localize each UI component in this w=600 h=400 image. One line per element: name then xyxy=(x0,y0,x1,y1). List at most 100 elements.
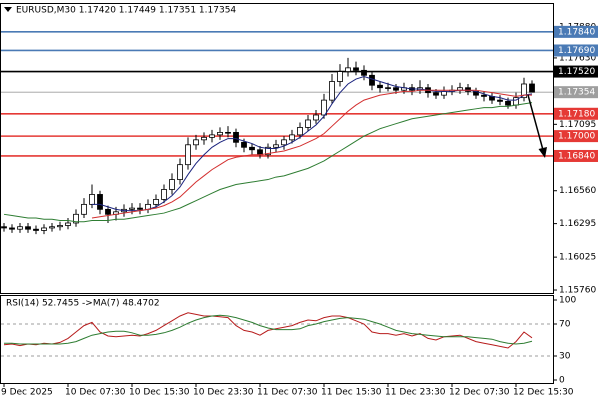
level-label-box xyxy=(554,149,598,162)
x-tick-label: 10 Dec 07:30 xyxy=(65,388,126,398)
candle-body xyxy=(377,84,383,89)
candle-body xyxy=(321,99,327,116)
y-tick-label: 100 xyxy=(559,296,576,306)
candle-body xyxy=(49,226,55,229)
candle-body xyxy=(529,83,535,93)
candle-body xyxy=(433,92,439,96)
level-label: 1.17000 xyxy=(558,132,595,142)
y-tick-label: 1.15760 xyxy=(559,286,596,296)
candle-body xyxy=(89,194,95,205)
candle-body xyxy=(177,164,183,180)
candle-body xyxy=(329,81,335,101)
x-tick-label: 11 Dec 15:30 xyxy=(321,388,382,398)
y-tick-label: 1.17630 xyxy=(559,53,596,63)
candle-body xyxy=(241,141,247,148)
candle-body xyxy=(233,131,239,143)
candle-body xyxy=(497,99,503,102)
candle-body xyxy=(505,100,511,106)
y-tick-label: 1.17095 xyxy=(559,120,596,130)
indicator-line xyxy=(91,89,532,219)
candle-body xyxy=(521,83,527,99)
x-tick-label: 11 Dec 07:30 xyxy=(257,388,318,398)
candle-body xyxy=(465,87,471,92)
y-tick-label: 30 xyxy=(559,352,571,362)
candle-body xyxy=(345,67,351,72)
candle-body xyxy=(305,119,311,128)
y-tick-label: 1.16025 xyxy=(559,253,596,263)
candle-body xyxy=(385,87,391,89)
y-tick-label: 70 xyxy=(559,320,571,330)
y-tick-label: 1.16560 xyxy=(559,186,596,196)
candle-body xyxy=(337,71,343,82)
candle-body xyxy=(225,131,231,134)
candle-body xyxy=(57,225,63,228)
candle-body xyxy=(313,114,319,121)
level-label: 1.17354 xyxy=(558,88,595,98)
indicator-line xyxy=(4,314,533,345)
rsi-panel xyxy=(0,295,554,384)
candle-body xyxy=(1,226,7,229)
candle-body xyxy=(193,139,199,146)
level-label-box xyxy=(554,25,598,38)
arrow-head xyxy=(538,147,547,158)
candle-body xyxy=(265,146,271,156)
level-label-box xyxy=(554,130,598,143)
candle-body xyxy=(281,139,287,146)
arrow-shaft xyxy=(527,94,544,151)
candle-body xyxy=(153,199,159,205)
indicator-line xyxy=(3,102,533,223)
candle-body xyxy=(25,226,31,230)
level-label-box xyxy=(554,86,598,99)
candle-body xyxy=(9,227,15,230)
level-label: 1.17520 xyxy=(558,67,595,77)
candle-body xyxy=(297,127,303,136)
candle-body xyxy=(209,134,215,138)
candle-body xyxy=(273,144,279,148)
candle-body xyxy=(73,213,79,224)
candle-body xyxy=(97,194,103,210)
y-tick-label: 0 xyxy=(559,376,565,386)
candle-body xyxy=(169,179,175,190)
x-tick-label: 11 Dec 23:30 xyxy=(385,388,446,398)
candle-body xyxy=(361,69,367,76)
candle-body xyxy=(441,91,447,96)
x-tick-label: 10 Dec 23:30 xyxy=(193,388,254,398)
candle-body xyxy=(105,208,111,215)
candle-body xyxy=(393,87,399,91)
candle-body xyxy=(217,131,223,136)
x-tick-label: 10 Dec 15:30 xyxy=(129,388,190,398)
candle-body xyxy=(185,144,191,166)
level-label: 1.16840 xyxy=(558,151,595,161)
candle-body xyxy=(65,222,71,226)
indicator-line xyxy=(92,76,533,212)
plot-layer: 9 Dec 2025 10 Dec 07:30 10 Dec 15:30 10 Dec… xyxy=(1,22,598,398)
candle-body xyxy=(129,207,135,210)
level-label: 1.17840 xyxy=(558,27,595,37)
candle-body xyxy=(201,136,207,141)
level-label: 1.17180 xyxy=(558,109,595,119)
candle-body xyxy=(137,207,143,210)
level-label-box xyxy=(554,44,598,57)
rsi-title: RSI(14) 52.7455 ->MA(7) 48.4702 xyxy=(6,299,160,309)
candle-body xyxy=(481,94,487,97)
candle-body xyxy=(249,146,255,151)
candle-body xyxy=(161,189,167,200)
candle-body xyxy=(369,74,375,86)
candle-body xyxy=(17,226,23,230)
candle-body xyxy=(41,227,47,231)
x-tick-label: 9 Dec 2025 xyxy=(1,388,53,398)
candle-body xyxy=(33,228,39,231)
level-label-box xyxy=(554,65,598,78)
level-label: 1.17690 xyxy=(558,46,595,56)
y-tick-label: 1.16295 xyxy=(559,219,596,229)
candle-body xyxy=(353,67,359,71)
indicator-line xyxy=(3,312,533,349)
price-panel xyxy=(0,3,554,294)
x-tick-label: 12 Dec 07:30 xyxy=(449,388,510,398)
candle-body xyxy=(289,134,295,141)
menu-icon xyxy=(4,7,12,12)
candle-body xyxy=(81,203,87,215)
forecast-arrow xyxy=(527,94,547,158)
chart-title: EURUSD,M30 1.17420 1.17449 1.17351 1.173… xyxy=(16,6,236,16)
